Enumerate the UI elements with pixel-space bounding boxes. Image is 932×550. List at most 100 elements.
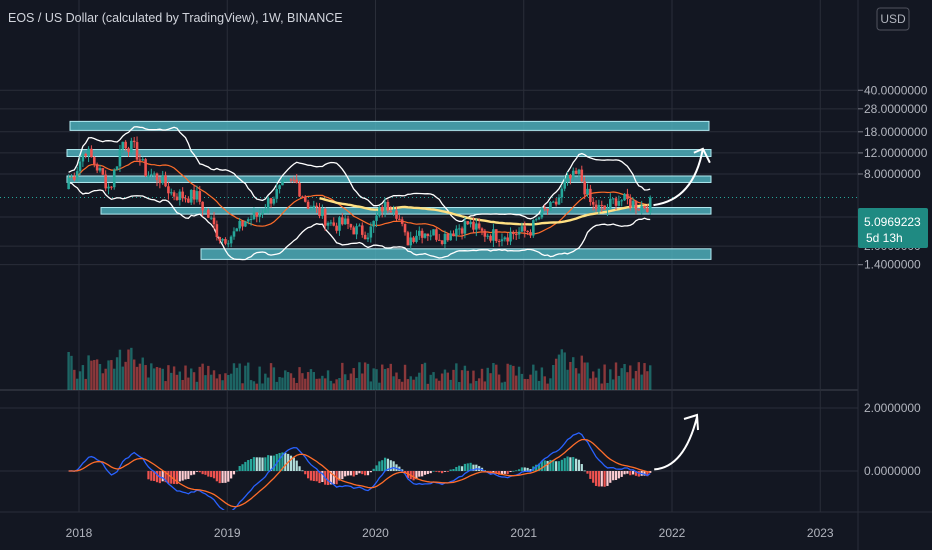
macd-histogram-bar (597, 471, 601, 487)
candle-body (221, 239, 224, 241)
volume-bar (512, 365, 515, 390)
candle-body (529, 232, 532, 236)
volume-bar (640, 374, 643, 390)
volume-bar (523, 378, 526, 390)
volume-bar (355, 377, 358, 390)
macd-histogram-bar (646, 471, 649, 477)
volume-bar (195, 381, 199, 390)
macd-histogram-bar (632, 471, 635, 475)
candle-body (318, 207, 321, 216)
volume-bar (218, 374, 221, 390)
macd-histogram-bar (272, 455, 275, 471)
volume-bar (438, 380, 441, 390)
candle-body (118, 149, 122, 167)
candle-body (269, 198, 273, 204)
macd-pane[interactable] (68, 413, 699, 512)
macd-histogram-bar (361, 471, 364, 475)
volume-bar (423, 362, 427, 390)
volume-bar (600, 383, 603, 390)
volume-bar (232, 363, 236, 390)
volume-bar (324, 378, 327, 390)
macd-histogram-bar (472, 464, 475, 471)
macd-histogram-bar (298, 466, 301, 471)
candle-body (346, 218, 350, 225)
candle-body (517, 231, 521, 235)
macd-histogram-bar (495, 471, 498, 474)
volume-bar (500, 382, 504, 390)
currency-button[interactable]: USD (876, 7, 910, 31)
macd-histogram-bar (344, 471, 347, 477)
candle-body (229, 236, 233, 244)
volume-bar (458, 382, 461, 390)
volume-bar (426, 383, 430, 390)
volume-bar (591, 371, 595, 390)
candle-body (395, 210, 398, 219)
volume-bar (161, 368, 164, 390)
candle-body (138, 159, 142, 161)
volume-bar (144, 365, 147, 390)
macd-histogram-bar (586, 471, 589, 474)
volume-bar (295, 382, 298, 390)
macd-histogram-bar (520, 467, 524, 471)
candle-body (107, 186, 110, 189)
macd-histogram-bar (346, 471, 350, 476)
macd-histogram-bar (173, 471, 176, 484)
candle-body (409, 237, 413, 246)
candle-body (600, 204, 604, 206)
candle-body (435, 229, 438, 240)
price-tick-label: 12.0000000 (864, 146, 928, 160)
macd-histogram-bar (315, 471, 318, 482)
price-pane[interactable] (0, 120, 858, 390)
macd-histogram-bar (230, 471, 233, 479)
candle-body (84, 153, 88, 157)
macd-histogram-bar (284, 452, 287, 471)
macd-histogram-bar (252, 457, 256, 471)
candle-body (594, 204, 598, 210)
candle-body (349, 224, 353, 228)
price-tick-label: 18.0000000 (864, 125, 928, 139)
volume-bar (81, 365, 85, 390)
candle-body (432, 229, 435, 236)
macd-histogram-bar (603, 471, 606, 487)
volume-bar (455, 363, 458, 390)
volume-bar (589, 378, 592, 390)
candle-body (75, 171, 79, 180)
volume-bar (329, 380, 333, 390)
macd-histogram-bar (264, 457, 267, 471)
volume-bar (252, 381, 256, 390)
volume-bar (249, 380, 253, 390)
volume-bar (241, 383, 244, 390)
candle-body (606, 207, 609, 210)
volume-bar (204, 375, 207, 390)
volume-bar (400, 381, 404, 390)
candle-body (500, 239, 504, 242)
candle-body (281, 181, 284, 186)
macd-histogram-bar (623, 471, 626, 475)
volume-bar (540, 367, 544, 390)
macd-histogram-bar (204, 471, 207, 475)
currency-label: USD (880, 12, 906, 26)
candle-body (372, 220, 375, 227)
volume-bar (586, 362, 589, 390)
volume-bar (361, 373, 364, 390)
macd-histogram-bar (372, 468, 375, 471)
candle-body (637, 209, 641, 211)
macd-histogram-bar (629, 471, 632, 476)
candle-body (283, 180, 287, 182)
volume-bar (238, 363, 241, 390)
candle-body (321, 208, 324, 216)
candle-body (172, 192, 176, 197)
macd-histogram-bar (235, 470, 238, 472)
macd-histogram-bar (432, 470, 435, 472)
macd-histogram-bar (460, 466, 464, 471)
candle-body (497, 240, 501, 242)
price-tick-label: 1.4000000 (864, 258, 921, 272)
volume-bar (113, 368, 116, 390)
macd-histogram-bar (438, 471, 441, 473)
candle-body (178, 191, 182, 201)
volume-bar (98, 364, 102, 390)
candle-body (574, 170, 578, 174)
volume-bar (178, 371, 182, 390)
macd-histogram-bar (492, 471, 495, 473)
